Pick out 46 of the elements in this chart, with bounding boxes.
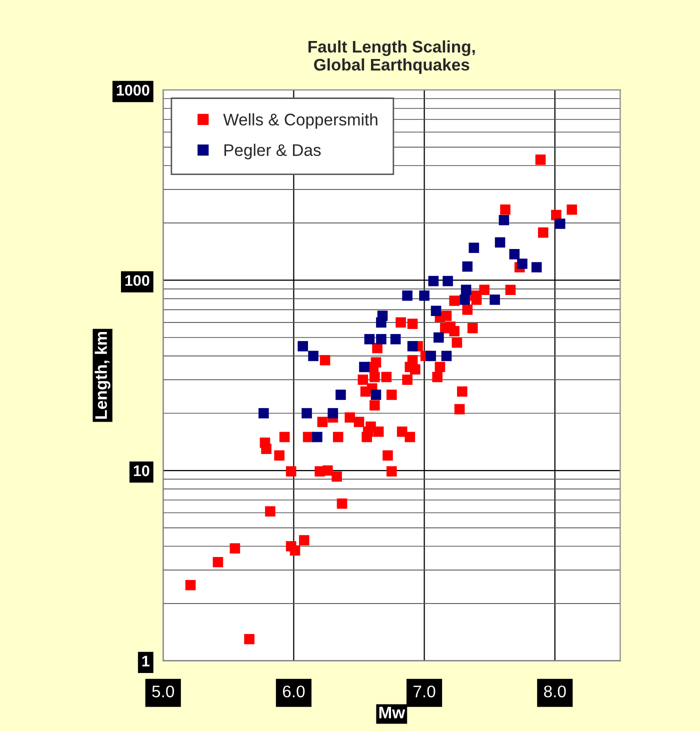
legend-label: Pegler & Das	[224, 144, 321, 160]
point	[359, 362, 370, 372]
x-tick-label: 6.0	[282, 686, 305, 698]
x-tick-label: 7.0	[414, 686, 436, 698]
x-tick-label: 8.0	[544, 686, 566, 698]
point	[494, 237, 506, 248]
point	[517, 258, 528, 269]
point	[498, 214, 510, 226]
x-tick-label: 5.0	[152, 686, 174, 698]
point	[308, 350, 318, 362]
point	[419, 290, 430, 301]
chart-title: Fault Length Scaling, Global Earthquakes	[308, 40, 475, 74]
point	[460, 294, 470, 305]
y-axis-title: Length, km	[94, 332, 110, 419]
point	[328, 408, 338, 418]
point	[430, 306, 442, 316]
point	[407, 341, 418, 352]
point	[554, 218, 566, 229]
point	[441, 350, 452, 362]
point	[402, 290, 412, 301]
point	[442, 276, 453, 286]
point	[426, 350, 436, 362]
point	[258, 408, 269, 418]
y-tick-label: 1	[142, 656, 150, 666]
y-tick-label: 100	[125, 275, 150, 286]
point	[490, 294, 500, 305]
point	[370, 390, 382, 400]
point	[390, 334, 401, 344]
y-tick-label: 1000	[116, 84, 150, 96]
point	[434, 332, 444, 343]
point	[377, 310, 388, 321]
point	[531, 262, 542, 272]
point	[509, 249, 520, 260]
point	[460, 284, 472, 295]
point	[312, 432, 322, 442]
point	[336, 390, 346, 400]
point	[376, 334, 386, 344]
point	[428, 276, 439, 286]
point	[364, 334, 375, 344]
x-axis-title: Mw	[379, 706, 406, 718]
point	[468, 242, 480, 253]
point	[302, 408, 312, 418]
point	[462, 261, 473, 272]
legend-label: Wells & Coppersmith	[223, 113, 378, 129]
y-tick-label: 10	[134, 465, 150, 476]
point	[298, 341, 308, 352]
